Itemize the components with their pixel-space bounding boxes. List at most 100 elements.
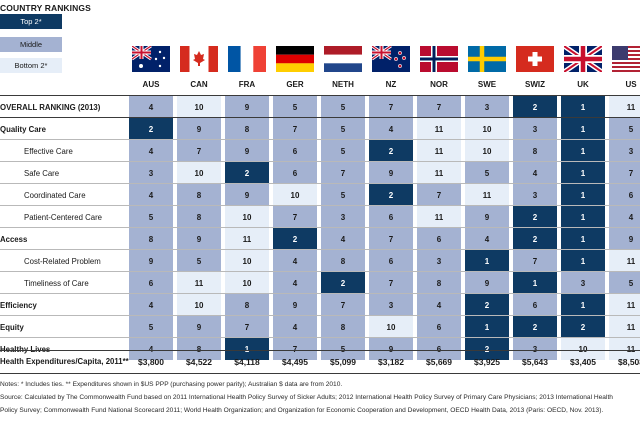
rank-cell: 9 bbox=[177, 228, 221, 250]
rank-cell: 9 bbox=[465, 272, 509, 294]
rank-cell: 7 bbox=[609, 162, 640, 184]
rank-cell: 4 bbox=[465, 228, 509, 250]
rank-cell: 10 bbox=[465, 118, 509, 140]
flag-nl-icon bbox=[324, 46, 362, 72]
rank-cell: 5 bbox=[177, 250, 221, 272]
rank-cell: 10 bbox=[561, 338, 605, 360]
rank-cell: 7 bbox=[225, 316, 269, 338]
rank-cell: 8 bbox=[225, 118, 269, 140]
rank-cell: 2 bbox=[321, 272, 365, 294]
rank-cell: 9 bbox=[177, 316, 221, 338]
expenditure-value: $3,405 bbox=[570, 357, 596, 367]
rank-cell: 5 bbox=[609, 272, 640, 294]
rank-cell: 7 bbox=[369, 272, 413, 294]
expenditure-value: $8,508 bbox=[618, 357, 640, 367]
rank-cell: 8 bbox=[417, 272, 461, 294]
rank-cell: 2 bbox=[129, 118, 173, 140]
row-label: Effective Care bbox=[24, 146, 73, 156]
legend-title: COUNTRY RANKINGS bbox=[0, 3, 91, 13]
row-divider bbox=[0, 315, 640, 316]
rank-cell: 9 bbox=[609, 228, 640, 250]
flag-gb-icon bbox=[564, 46, 602, 72]
rank-cell: 7 bbox=[321, 294, 365, 316]
flag-au-icon bbox=[132, 46, 170, 72]
rank-cell: 4 bbox=[417, 294, 461, 316]
rank-cell: 11 bbox=[177, 272, 221, 294]
row-divider bbox=[0, 271, 640, 272]
rank-cell: 3 bbox=[513, 118, 557, 140]
rank-cell: 9 bbox=[225, 140, 269, 162]
rank-cell: 6 bbox=[273, 162, 317, 184]
rank-cell: 3 bbox=[321, 206, 365, 228]
rank-cell: 4 bbox=[129, 294, 173, 316]
legend-bottom: Bottom 2* bbox=[0, 58, 62, 73]
row-label: Patient-Centered Care bbox=[24, 212, 103, 222]
row-label: Access bbox=[0, 234, 28, 244]
row-divider bbox=[0, 227, 640, 228]
rank-cell: 4 bbox=[273, 316, 317, 338]
rank-cell: 11 bbox=[609, 294, 640, 316]
rank-cell: 7 bbox=[417, 96, 461, 118]
rank-cell: 3 bbox=[609, 140, 640, 162]
rank-cell: 7 bbox=[369, 228, 413, 250]
flag-fr-icon bbox=[228, 46, 266, 72]
row-label: Equity bbox=[0, 322, 24, 332]
rank-cell: 2 bbox=[513, 316, 557, 338]
rank-cell: 1 bbox=[561, 140, 605, 162]
rank-cell: 8 bbox=[513, 140, 557, 162]
rank-cell: 5 bbox=[321, 118, 365, 140]
rank-cell: 4 bbox=[513, 162, 557, 184]
rank-cell: 2 bbox=[513, 206, 557, 228]
rank-cell: 11 bbox=[417, 206, 461, 228]
rank-cell: 11 bbox=[417, 118, 461, 140]
row-divider bbox=[0, 183, 640, 184]
flag-ch-icon bbox=[516, 46, 554, 72]
row-label: OVERALL RANKING (2013) bbox=[0, 102, 101, 112]
row-label: Quality Care bbox=[0, 124, 46, 134]
flag-no-icon bbox=[420, 46, 458, 72]
rank-cell: 3 bbox=[417, 250, 461, 272]
rank-cell: 7 bbox=[273, 118, 317, 140]
flag-nz-icon bbox=[372, 46, 410, 72]
country-label: AUS bbox=[142, 80, 160, 89]
row-divider bbox=[0, 293, 640, 294]
rank-cell: 3 bbox=[561, 272, 605, 294]
row-label: Safe Care bbox=[24, 168, 60, 178]
rank-cell: 5 bbox=[609, 118, 640, 140]
rank-cell: 8 bbox=[225, 294, 269, 316]
expenditure-value: $5,643 bbox=[522, 357, 548, 367]
rank-cell: 10 bbox=[177, 162, 221, 184]
country-label: SWE bbox=[477, 80, 497, 89]
rank-cell: 10 bbox=[177, 96, 221, 118]
rank-cell: 10 bbox=[369, 316, 413, 338]
notes-line-2: Source: Calculated by The Commonwealth F… bbox=[0, 394, 613, 401]
rank-cell: 7 bbox=[273, 338, 317, 360]
country-label: NETH bbox=[332, 80, 354, 89]
row-divider bbox=[0, 337, 640, 338]
rank-cell: 9 bbox=[273, 294, 317, 316]
row-label: Efficiency bbox=[0, 300, 37, 310]
rank-cell: 1 bbox=[561, 206, 605, 228]
rank-cell: 4 bbox=[129, 140, 173, 162]
rank-cell: 3 bbox=[369, 294, 413, 316]
notes-line-3: Policy Survey; Commonwealth Fund Nationa… bbox=[0, 407, 604, 414]
rank-cell: 6 bbox=[369, 206, 413, 228]
expenditure-value: $3,800 bbox=[138, 357, 164, 367]
notes-line-1: Notes: * Includes ties. ** Expenditures … bbox=[0, 381, 343, 388]
row-label: Timeliness of Care bbox=[24, 278, 89, 288]
row-divider bbox=[0, 249, 640, 250]
country-label: US bbox=[625, 80, 637, 89]
rank-cell: 9 bbox=[369, 162, 413, 184]
row-label: Coordinated Care bbox=[24, 190, 86, 200]
row-divider bbox=[0, 205, 640, 206]
rank-cell: 1 bbox=[513, 272, 557, 294]
rank-cell: 10 bbox=[225, 206, 269, 228]
rank-cell: 5 bbox=[321, 184, 365, 206]
country-label: CAN bbox=[190, 80, 208, 89]
legend-middle: Middle bbox=[0, 37, 62, 52]
rank-cell: 11 bbox=[465, 184, 509, 206]
rank-cell: 3 bbox=[513, 338, 557, 360]
rank-cell: 3 bbox=[513, 184, 557, 206]
rank-cell: 10 bbox=[465, 140, 509, 162]
rank-cell: 4 bbox=[129, 184, 173, 206]
